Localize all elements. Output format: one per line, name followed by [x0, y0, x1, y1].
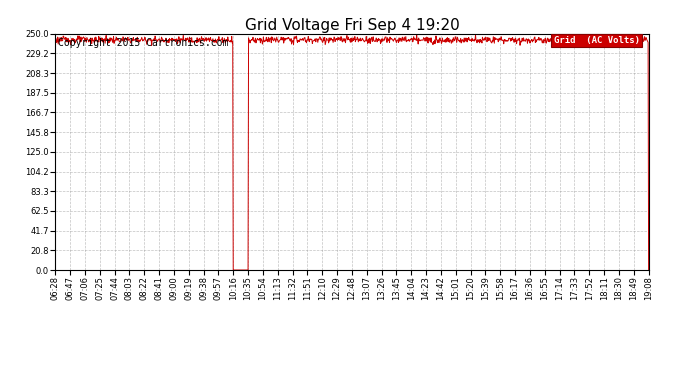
Title: Grid Voltage Fri Sep 4 19:20: Grid Voltage Fri Sep 4 19:20: [244, 18, 460, 33]
Text: Grid  (AC Volts): Grid (AC Volts): [553, 36, 640, 45]
Text: Copyright 2015 Cartronics.com: Copyright 2015 Cartronics.com: [58, 39, 228, 48]
